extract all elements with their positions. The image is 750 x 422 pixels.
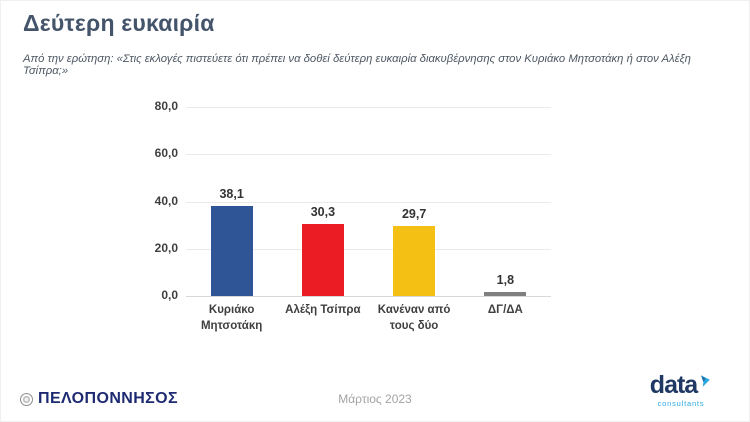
- data-logo-tagline: consultants: [657, 399, 705, 408]
- bar-value-label: 38,1: [219, 186, 244, 201]
- bar-ΔΓ/ΔΑ: [484, 291, 527, 296]
- bar-Κυριάκο Μητσοτάκη: [210, 206, 253, 296]
- y-axis-tick-label: 80,0: [154, 99, 178, 113]
- gridline-y-80: [186, 107, 551, 108]
- y-axis-tick-label: 60,0: [154, 146, 178, 161]
- data-arrow-icon: [698, 374, 712, 393]
- data-consultants-logo: data consultants: [641, 373, 721, 408]
- x-axis-category-label: Αλέξη Τσίπρα: [285, 304, 361, 316]
- page-title: Δεύτερη ευκαιρία: [23, 10, 215, 36]
- bar-value-label: 29,7: [401, 206, 427, 221]
- newspaper-name: ΠΕΛΟΠΟΝΝΗΣΟΣ: [38, 390, 179, 407]
- gridline-y-20: [186, 248, 551, 250]
- x-axis-category-label: Κυριάκο Μητσοτάκη: [200, 304, 263, 332]
- survey-question-subtitle: Από την ερώτηση: «Στις εκλογές πιστεύετε…: [23, 53, 691, 77]
- chart-date: Μάρτιος 2023: [338, 392, 412, 406]
- bar-Αλέξη Τσίπρα: [301, 224, 344, 296]
- bar-value-label: 30,3: [310, 205, 336, 220]
- newspaper-logo: ΠΕΛΟΠΟΝΝΗΣΟΣ: [20, 390, 178, 408]
- bar-Κανέναν από τους δύο: [393, 225, 436, 296]
- newspaper-emblem-icon: [20, 392, 33, 406]
- y-axis-tick-label: 40,0: [154, 193, 178, 208]
- gridline-y-40: [186, 201, 551, 203]
- y-axis-tick-label: 20,0: [154, 240, 178, 255]
- x-axis-category-labels: Κυριάκο Μητσοτάκη Αλέξη Τσίπρα Κανέναν από…: [186, 303, 551, 334]
- plot-area: 0,0 20,0 40,0 60,0 80,0 38,1 30,3 29,7 1,8: [155, 99, 551, 302]
- data-logo-text: data: [649, 371, 698, 399]
- gridline-y-60: [186, 154, 551, 156]
- x-axis-category-label: ΔΓ/ΔΑ: [487, 304, 523, 316]
- x-axis-category-label: Κανέναν από τους δύο: [377, 304, 451, 332]
- gridline-y-0: [186, 296, 551, 297]
- y-axis-tick-label: 0,0: [161, 288, 178, 302]
- bar-value-label: 1,8: [496, 272, 515, 287]
